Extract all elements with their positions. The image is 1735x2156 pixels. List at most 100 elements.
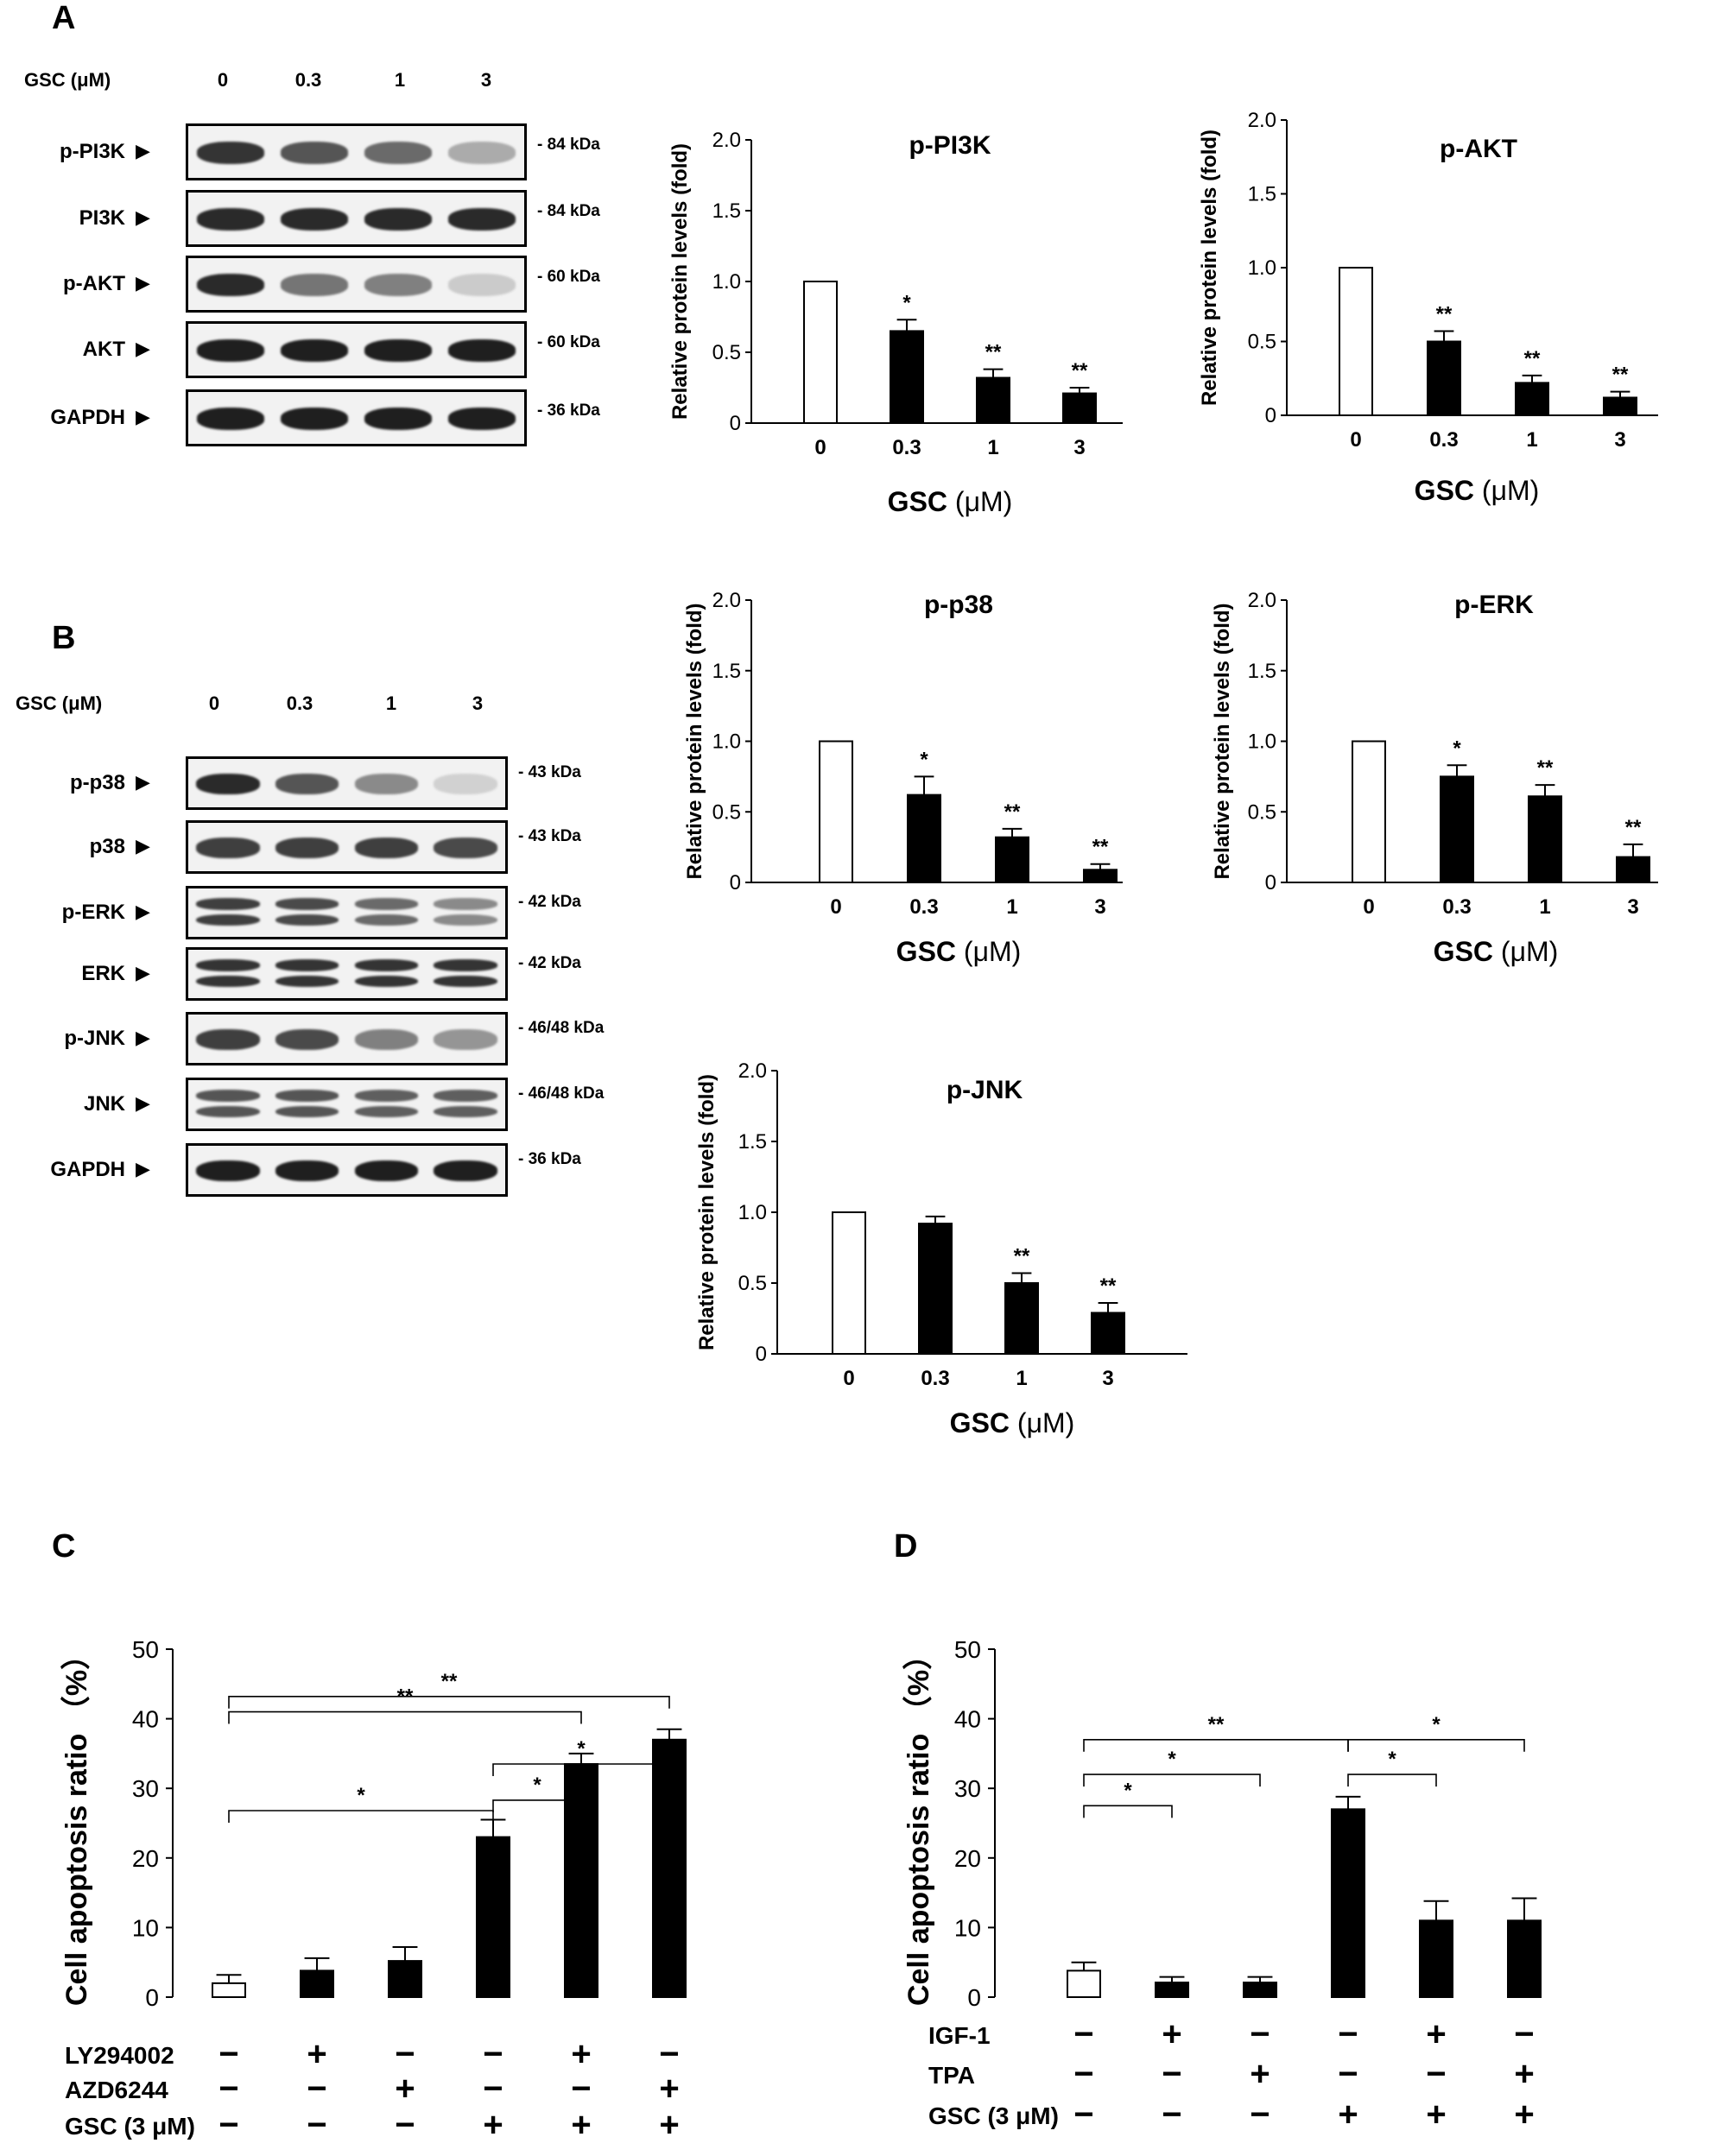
- blot-a-blot-strip-4: [186, 389, 527, 446]
- arrow-icon: ▶: [136, 1092, 150, 1114]
- x-axis-label: GSC (μM): [950, 1407, 1075, 1438]
- blot-band: [364, 274, 433, 296]
- significance-mark: *: [577, 1737, 586, 1761]
- x-tick-label: 0: [843, 1367, 854, 1390]
- y-tick-label: 50: [954, 1636, 981, 1663]
- treatment-sign: −: [1162, 2096, 1181, 2134]
- y-tick-label: 30: [954, 1775, 981, 1802]
- y-tick-label: 0: [967, 1984, 981, 2011]
- blot-band: [280, 339, 348, 362]
- blot-b-kda-1: - 43 kDa: [518, 827, 581, 845]
- x-tick-label: 1: [1526, 428, 1537, 452]
- blot-band: [275, 1090, 339, 1102]
- blot-band: [196, 975, 260, 988]
- bar: [388, 1960, 422, 1998]
- significance-bracket: [228, 1696, 670, 1709]
- treatment-sign: +: [1426, 2096, 1446, 2134]
- blot-band: [448, 142, 516, 164]
- y-tick-label: 1.0: [712, 730, 741, 754]
- treatment-sign: +: [395, 2070, 415, 2108]
- x-tick-label: 3: [1614, 428, 1625, 452]
- y-tick-label: 2.0: [738, 1059, 767, 1083]
- blot-band: [364, 339, 433, 362]
- blot-a-label-4: GAPDH: [50, 406, 125, 429]
- blot-a-kda-1: - 84 kDa: [537, 202, 600, 220]
- arrow-icon: ▶: [136, 406, 150, 427]
- treatment-label: AZD6244: [65, 2077, 168, 2103]
- arrow-icon: ▶: [136, 272, 150, 294]
- significance-mark: **: [1004, 800, 1021, 824]
- blot-band: [196, 914, 260, 926]
- bar: [918, 1223, 953, 1355]
- x-tick-label: 0.3: [1429, 428, 1458, 452]
- panel-label-a: A: [52, 0, 76, 36]
- blot-band: [196, 339, 264, 362]
- blot-band: [434, 914, 497, 926]
- treatment-sign: −: [1426, 2055, 1446, 2093]
- bar: [1091, 1312, 1125, 1355]
- treatment-sign: −: [307, 2070, 326, 2108]
- blot-b-header: GSC (μM) 0 0.3 1 3: [0, 692, 518, 718]
- blot-band: [280, 142, 348, 164]
- blot-band: [275, 914, 339, 926]
- blot-b-kda-3: - 42 kDa: [518, 954, 581, 972]
- blot-b-label-2: p-ERK: [61, 901, 125, 924]
- significance-mark: **: [1436, 303, 1453, 326]
- x-tick-label: 0.3: [909, 895, 938, 919]
- blot-band: [275, 1105, 339, 1118]
- treatment-sign: +: [1514, 2055, 1534, 2093]
- y-tick-label: 0: [1265, 871, 1276, 895]
- y-axis-label: Relative protein levels (fold): [683, 603, 706, 879]
- significance-bracket: [1347, 1773, 1437, 1787]
- significance-mark: **: [1072, 359, 1088, 383]
- significance-mark: *: [1432, 1713, 1441, 1736]
- treatment-sign: −: [1073, 2096, 1093, 2134]
- bar: [819, 740, 853, 883]
- bar: [476, 1836, 510, 1999]
- x-tick-label: 3: [1094, 895, 1105, 919]
- arrow-icon: ▶: [136, 1158, 150, 1179]
- y-tick-label: 2.0: [1248, 109, 1276, 132]
- blot-band: [448, 339, 516, 362]
- blot-band: [434, 975, 497, 988]
- x-tick-label: 3: [1073, 436, 1085, 459]
- blot-band: [354, 914, 419, 926]
- y-tick-label: 1.0: [1248, 256, 1276, 280]
- blot-band: [196, 274, 264, 296]
- blot-a-blot-strip-1: [186, 190, 527, 247]
- bar: [1004, 1282, 1039, 1355]
- blot-a-header: GSC (μM) 0 0.3 1 3: [0, 69, 518, 95]
- bar: [1427, 340, 1461, 416]
- significance-bracket: [1347, 1738, 1525, 1752]
- chart-p-p38: 0 0.5 1.0 1.5 2.0 0 * 0.3 ** 1 ** 3 p-p38 Relative pr…: [683, 589, 1123, 967]
- y-axis-label: Relative protein levels (fold): [1198, 130, 1221, 406]
- blot-b-blot-strip-4: [186, 1012, 508, 1065]
- significance-bracket: [228, 1710, 582, 1724]
- significance-mark: **: [1014, 1245, 1030, 1268]
- significance-mark: *: [357, 1784, 365, 1807]
- blot-band: [434, 1160, 497, 1181]
- y-tick-label: 1.5: [1248, 183, 1276, 206]
- treatment-sign: −: [1073, 2015, 1093, 2053]
- blot-band: [275, 838, 339, 858]
- treatment-sign: −: [218, 2106, 238, 2144]
- x-axis-label: GSC (μM): [888, 486, 1013, 517]
- blot-band: [354, 1105, 419, 1118]
- chart-title: p-p38: [924, 591, 993, 619]
- blot-band: [196, 208, 264, 231]
- arrow-icon: ▶: [136, 962, 150, 983]
- blot-band: [196, 838, 260, 858]
- significance-mark: *: [1453, 737, 1461, 760]
- blot-band: [434, 1029, 497, 1050]
- blot-a-conc-0: 0: [217, 69, 229, 91]
- treatment-label: TPA: [928, 2062, 975, 2089]
- blot-band: [196, 1105, 260, 1118]
- blot-band: [196, 898, 260, 910]
- treatment-sign: −: [571, 2070, 591, 2108]
- arrow-icon: ▶: [136, 206, 150, 228]
- y-tick-label: 20: [132, 1845, 159, 1872]
- x-tick-label: 1: [1016, 1367, 1027, 1390]
- significance-bracket: [1083, 1738, 1349, 1752]
- significance-mark: **: [1092, 836, 1109, 859]
